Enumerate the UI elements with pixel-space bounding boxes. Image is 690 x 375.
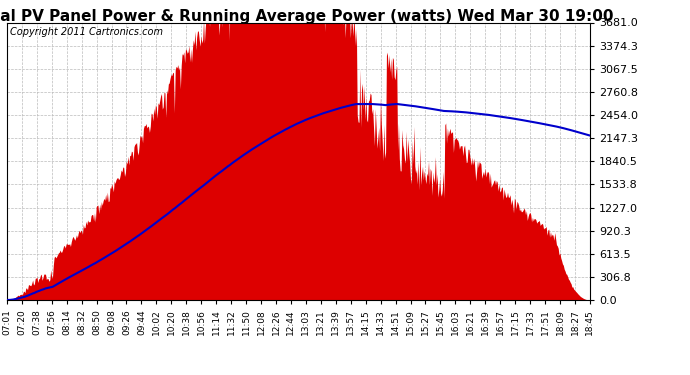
Text: Total PV Panel Power & Running Average Power (watts) Wed Mar 30 19:00: Total PV Panel Power & Running Average P… [0, 9, 613, 24]
Text: Copyright 2011 Cartronics.com: Copyright 2011 Cartronics.com [10, 27, 163, 37]
